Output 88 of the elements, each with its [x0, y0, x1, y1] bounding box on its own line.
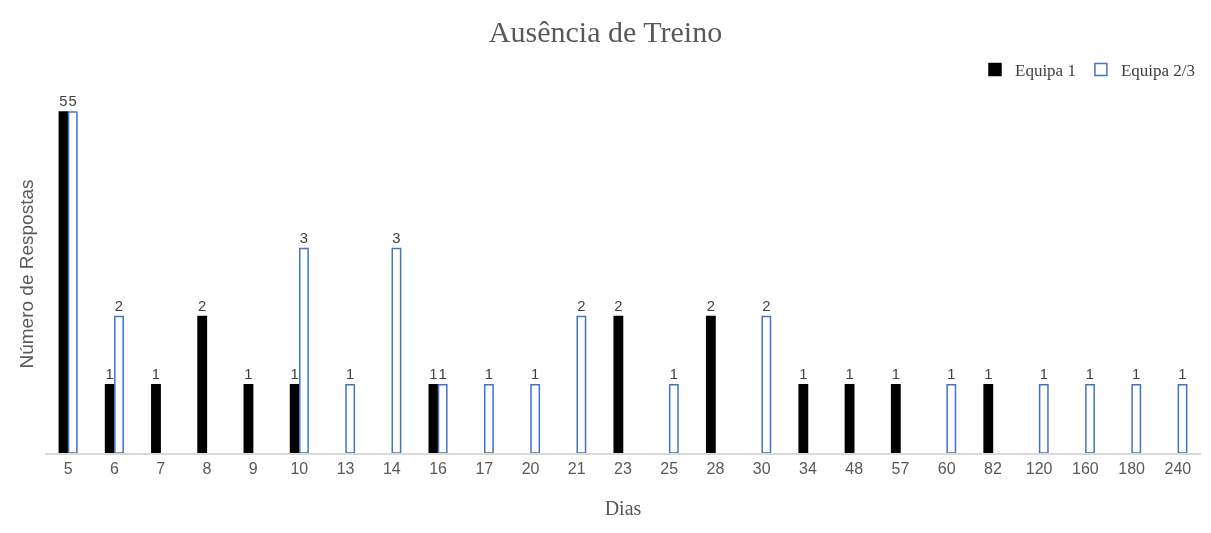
data-label: 1: [1085, 366, 1095, 383]
bar: [289, 384, 300, 453]
data-label: 5: [68, 93, 77, 110]
x-tick-label: 8: [202, 459, 212, 477]
x-tick-label: 23: [614, 459, 632, 477]
data-label: 1: [438, 366, 447, 383]
data-label: 1: [845, 366, 854, 383]
data-label: 1: [484, 366, 493, 383]
data-label: 1: [530, 366, 540, 383]
data-label: 1: [1039, 366, 1048, 383]
bar: [58, 111, 69, 453]
bar: [946, 384, 957, 453]
bar: [104, 384, 115, 453]
data-label: 1: [290, 366, 299, 383]
x-tick-label: 120: [1025, 459, 1053, 477]
bar: [437, 384, 448, 453]
x-tick-label: 14: [382, 459, 401, 477]
bar: [114, 315, 124, 453]
data-label: 5: [59, 93, 68, 110]
bar: [530, 384, 541, 453]
bar: [844, 384, 855, 453]
bar: [668, 384, 679, 453]
data-label: 3: [299, 229, 309, 246]
data-label: 1: [429, 366, 438, 383]
data-label: 2: [706, 297, 715, 314]
x-tick-label: 28: [706, 459, 725, 477]
chart-title: Ausência de Treino: [488, 15, 723, 49]
data-label: 1: [346, 366, 355, 383]
bar: [890, 384, 901, 453]
data-label: 3: [392, 229, 401, 246]
data-label: 2: [198, 297, 207, 314]
bar: [613, 315, 624, 453]
bar: [243, 384, 254, 453]
data-label: 2: [614, 297, 623, 314]
x-tick-label: 13: [336, 459, 355, 477]
data-label: 2: [114, 297, 124, 314]
data-label: 1: [984, 366, 993, 383]
bar: [483, 384, 494, 453]
data-label: 1: [669, 366, 678, 383]
x-tick-label: 7: [156, 459, 166, 477]
x-tick-label: 25: [660, 459, 679, 477]
data-label: 1: [799, 366, 808, 383]
x-tick-label: 30: [752, 459, 771, 477]
bar: [761, 315, 772, 453]
x-tick-label: 9: [248, 459, 258, 477]
x-tick-label: 16: [429, 459, 448, 477]
x-tick-label: 6: [109, 459, 119, 477]
bar: [151, 384, 161, 453]
x-tick-label: 20: [521, 459, 540, 477]
bar: [1177, 384, 1188, 453]
x-tick-label: 82: [984, 459, 1002, 477]
data-label: 1: [1178, 366, 1187, 383]
bar: [299, 247, 309, 453]
x-tick-label: 21: [567, 459, 586, 477]
x-tick-label: 160: [1072, 459, 1099, 477]
bar: [983, 384, 994, 453]
x-tick-label: 57: [891, 459, 910, 477]
bar: [428, 384, 439, 453]
bar: [345, 384, 356, 453]
data-label: 1: [891, 366, 900, 383]
bar: [197, 315, 208, 453]
legend-label: Equipa 1: [1015, 61, 1076, 81]
x-tick-label: 5: [63, 459, 73, 477]
x-axis-title: Dias: [604, 496, 642, 519]
bar: [67, 111, 78, 453]
bar: [705, 315, 716, 453]
bar: [798, 384, 809, 453]
x-tick-label: 10: [290, 459, 309, 477]
x-tick-label: 34: [799, 459, 817, 477]
x-tick-label: 48: [845, 459, 864, 477]
legend-label: Equipa 2/3: [1120, 61, 1196, 81]
bar: [1038, 384, 1049, 453]
data-label: 2: [577, 297, 586, 314]
data-label: 1: [105, 366, 114, 383]
bar: [1085, 384, 1095, 453]
bar: [1131, 384, 1142, 453]
data-label: 1: [151, 366, 161, 383]
data-label: 1: [947, 366, 956, 383]
x-tick-label: 180: [1118, 459, 1146, 477]
x-tick-label: 240: [1164, 459, 1192, 477]
y-axis-title: Número de Respostas: [15, 179, 37, 369]
bar: [391, 247, 402, 453]
x-tick-label: 17: [475, 459, 494, 477]
bar: [576, 315, 587, 453]
data-label: 1: [244, 366, 253, 383]
x-tick-label: 60: [937, 459, 956, 477]
data-label: 2: [762, 297, 771, 314]
data-label: 1: [1132, 366, 1141, 383]
